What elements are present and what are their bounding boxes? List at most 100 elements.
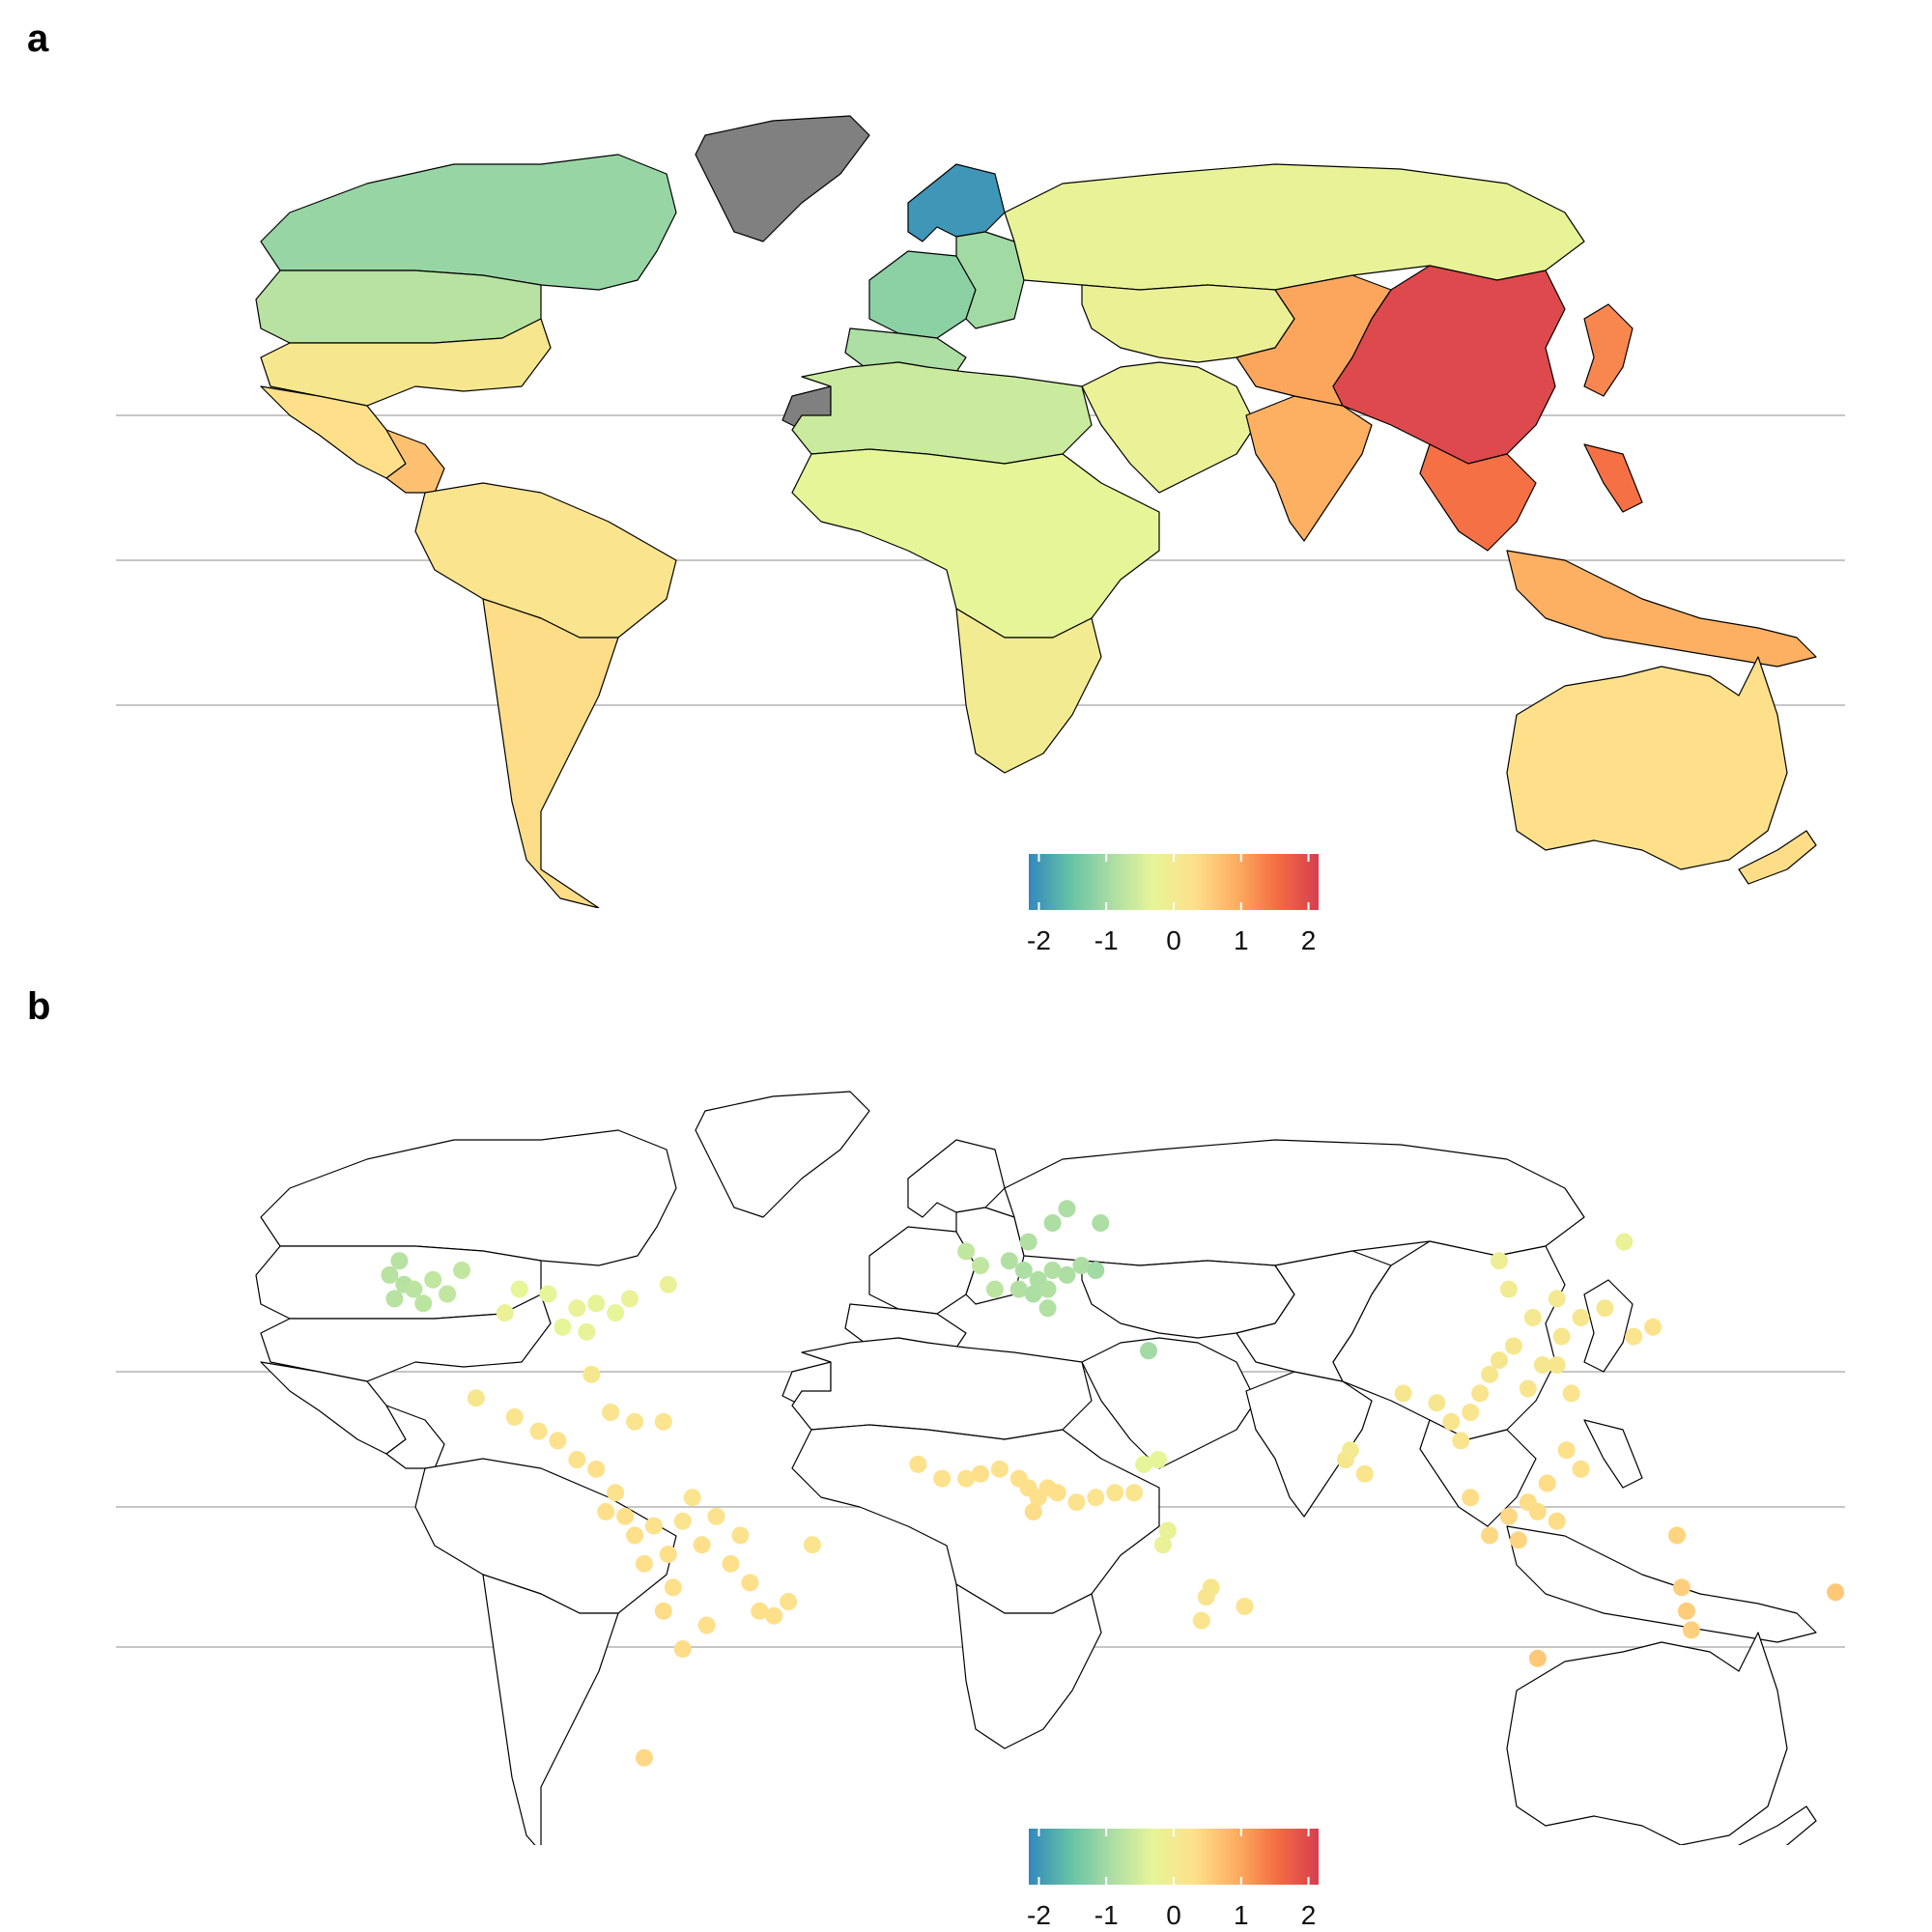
legend-color-step	[1315, 854, 1318, 910]
legend-color-step	[1160, 1829, 1163, 1885]
legend-color-step	[1143, 854, 1146, 910]
legend-color-step	[1106, 1829, 1109, 1885]
legend-color-step	[1149, 1829, 1151, 1885]
legend-color-step	[1216, 854, 1219, 910]
legend-color-step	[1081, 854, 1084, 910]
site-point	[1491, 1351, 1508, 1370]
legend-color-step	[1278, 1829, 1281, 1885]
region-eastern-europe	[955, 231, 1025, 329]
legend-color-step	[1268, 1829, 1271, 1885]
legend-color-step	[1073, 1829, 1076, 1885]
legend-color-step	[1257, 1829, 1260, 1885]
legend-color-step	[1317, 854, 1319, 910]
legend-color-step	[1031, 854, 1034, 910]
site-point	[972, 1464, 989, 1483]
legend-color-step	[1152, 1829, 1155, 1885]
site-point	[1504, 1337, 1522, 1355]
site-point	[1452, 1432, 1470, 1450]
legend-colorbar	[1029, 854, 1319, 910]
site-point	[1462, 1404, 1480, 1421]
choropleth-map	[116, 115, 1845, 908]
legend-color-step	[1272, 854, 1275, 910]
legend-color-step	[1174, 1829, 1177, 1885]
site-point	[990, 1460, 1009, 1478]
legend-color-step	[1079, 1829, 1082, 1885]
legend-color-step	[1236, 854, 1238, 910]
legend-color-step	[1237, 854, 1240, 910]
legend-color-step	[1046, 1829, 1049, 1885]
legend-color-step	[1301, 1829, 1304, 1885]
site-point	[1519, 1379, 1537, 1398]
site-point	[1019, 1233, 1037, 1251]
legend-color-step	[1120, 854, 1122, 910]
legend-color-step	[1178, 1829, 1180, 1885]
legend-color-step	[1056, 854, 1059, 910]
coastline-outline	[1738, 1805, 1817, 1845]
site-point	[607, 1484, 625, 1502]
legend-color-step	[1091, 854, 1094, 910]
legend-color-step	[1116, 854, 1119, 910]
legend-color-step	[1207, 854, 1209, 910]
legend-color-step	[1284, 854, 1287, 910]
site-point	[1572, 1460, 1590, 1478]
region-southeast-asia	[1419, 443, 1643, 552]
site-point	[1548, 1290, 1566, 1308]
legend-color-step	[1305, 854, 1308, 910]
legend-color-step	[1205, 854, 1208, 910]
legend-color-step	[1315, 1829, 1318, 1885]
site-point	[453, 1262, 470, 1279]
legend-color-step	[1060, 854, 1063, 910]
legend-color-step	[1226, 1829, 1229, 1885]
legend-color-step	[1259, 854, 1262, 910]
legend-color-step	[1176, 854, 1179, 910]
site-point	[1355, 1464, 1374, 1483]
region-indonesia	[1506, 550, 1817, 668]
coastline-outline	[1506, 1525, 1817, 1643]
legend-color-step	[1040, 1829, 1043, 1885]
legend-color-step	[1210, 1829, 1213, 1885]
legend-color-step	[1083, 854, 1086, 910]
legend-color-step	[1297, 1829, 1300, 1885]
coastline-outline	[955, 1583, 1102, 1749]
legend-color-step	[1114, 1829, 1117, 1885]
legend-color-step	[1093, 854, 1095, 910]
site-point	[1572, 1309, 1590, 1326]
legend-color-step	[1212, 1829, 1215, 1885]
legend-color-step	[1179, 854, 1182, 910]
legend-colorbar	[1029, 1829, 1319, 1885]
legend-color-step	[1104, 854, 1107, 910]
legend-color-step	[1263, 1829, 1265, 1885]
legend-color-step	[1266, 854, 1269, 910]
legend-color-step	[1226, 854, 1229, 910]
legend-color-step	[1133, 854, 1136, 910]
legend-color-step	[1222, 854, 1225, 910]
site-point	[1548, 1512, 1566, 1530]
panel-label-a: a	[27, 17, 49, 60]
legend-color-step	[1129, 1829, 1132, 1885]
legend-color-step	[1106, 854, 1109, 910]
site-point	[1428, 1394, 1446, 1412]
legend-color-step	[1110, 1829, 1113, 1885]
site-point	[1528, 1502, 1547, 1520]
coastline-outline	[260, 1361, 407, 1455]
legend-color-step	[1290, 854, 1293, 910]
site-point	[1087, 1262, 1105, 1279]
region-scandinavia	[907, 163, 1006, 242]
site-point	[1394, 1384, 1412, 1403]
legend-color-step	[1094, 854, 1097, 910]
site-point	[549, 1432, 567, 1450]
legend-color-step	[1274, 1829, 1277, 1885]
site-point	[568, 1451, 586, 1468]
region-northern-united-states	[255, 270, 542, 344]
legend-color-step	[1185, 1829, 1188, 1885]
region-russia	[1004, 163, 1585, 291]
legend-color-step	[1123, 854, 1126, 910]
legend-color-step	[1270, 1829, 1273, 1885]
legend-color-step	[1216, 1829, 1219, 1885]
legend-color-step	[1145, 854, 1148, 910]
legend-color-step	[1191, 1829, 1194, 1885]
legend-color-step	[1305, 1829, 1308, 1885]
legend-color-step	[1108, 1829, 1111, 1885]
legend-color-step	[1292, 1829, 1294, 1885]
legend-color-step	[1152, 854, 1155, 910]
